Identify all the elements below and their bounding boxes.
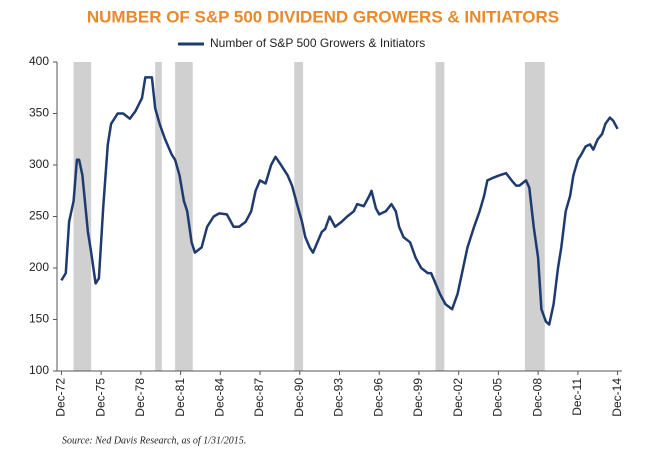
chart-title: NUMBER OF S&P 500 DIVIDEND GROWERS & INI… bbox=[87, 7, 559, 26]
x-tick-label: Dec-75 bbox=[93, 378, 107, 417]
recession-band bbox=[294, 62, 304, 371]
x-tick-label: Dec-93 bbox=[332, 378, 346, 417]
x-tick-label: Dec-81 bbox=[173, 378, 187, 417]
recession-band bbox=[73, 62, 92, 371]
legend-label: Number of S&P 500 Growers & Initiators bbox=[210, 36, 425, 50]
x-tick-label: Dec-72 bbox=[54, 378, 68, 417]
x-tick-label: Dec-08 bbox=[530, 378, 544, 417]
y-tick-label: 350 bbox=[29, 106, 49, 120]
recession-band bbox=[435, 62, 445, 371]
x-tick-label: Dec-90 bbox=[292, 378, 306, 417]
x-tick-label: Dec-11 bbox=[570, 378, 584, 416]
series-line bbox=[60, 76, 619, 326]
recession-band bbox=[175, 62, 193, 371]
source-note: Source: Ned Davis Research, as of 1/31/2… bbox=[62, 435, 246, 446]
y-tick-label: 150 bbox=[29, 312, 49, 326]
y-tick-label: 100 bbox=[29, 363, 49, 377]
recession-band bbox=[155, 62, 162, 371]
y-tick-label: 200 bbox=[29, 260, 49, 274]
x-tick-label: Dec-02 bbox=[451, 378, 465, 417]
recession-band bbox=[524, 62, 545, 371]
x-tick-label: Dec-99 bbox=[411, 378, 425, 417]
y-tick-label: 300 bbox=[29, 157, 49, 171]
y-tick-label: 400 bbox=[29, 54, 49, 68]
y-tick-label: 250 bbox=[29, 209, 49, 223]
x-tick-label: Dec-78 bbox=[133, 378, 147, 417]
x-tick-label: Dec-05 bbox=[491, 378, 505, 417]
x-tick-label: Dec-96 bbox=[371, 378, 385, 417]
x-tick-label: Dec-84 bbox=[212, 378, 226, 417]
x-tick-label: Dec-14 bbox=[610, 378, 624, 417]
x-tick-label: Dec-87 bbox=[252, 378, 266, 417]
